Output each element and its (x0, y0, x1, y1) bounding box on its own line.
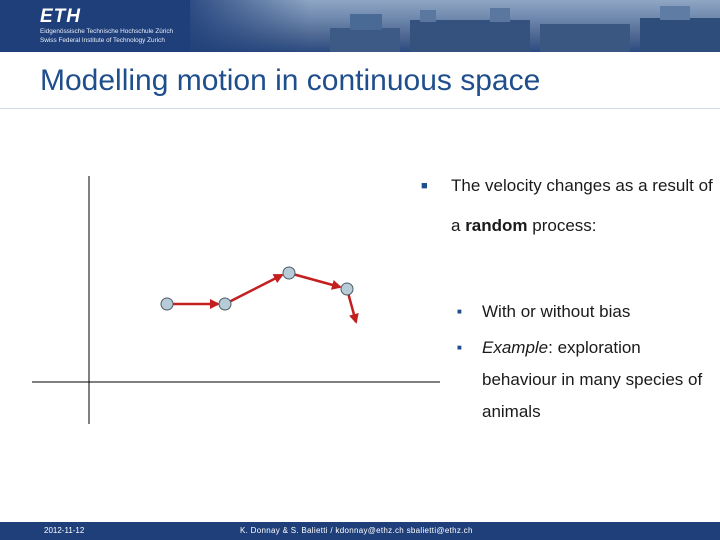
bullet-square-icon: ■ (457, 343, 462, 352)
slide-title: Modelling motion in continuous space (40, 64, 541, 97)
eth-logo: ETH (40, 6, 81, 27)
path-segment-3 (288, 271, 342, 290)
footer-date: 2012-11-12 (44, 526, 85, 535)
main-bullet-text: The velocity changes as a result of a ra… (451, 166, 720, 246)
position-node-4 (340, 282, 354, 296)
sub-bullet-text: With or without bias (482, 302, 631, 321)
bullet-text-end: process: (527, 216, 597, 235)
position-node-3 (282, 266, 296, 280)
sub-bullet-rest: : exploration behaviour in many species … (482, 338, 703, 421)
bullet-emphasis: random (465, 216, 528, 235)
position-node-1 (160, 297, 174, 311)
header-skyline (330, 6, 720, 52)
header-fade (170, 0, 310, 52)
footer-bar (0, 522, 720, 540)
bullet-text-start: The velocity changes as a result of a (451, 176, 713, 235)
footer-authors: K. Donnay & S. Balietti / kdonnay@ethz.c… (240, 526, 473, 535)
institution-name-de: Eidgenössische Technische Hochschule Zür… (40, 28, 174, 35)
path-segment-2 (224, 273, 284, 306)
sub-bullet-emphasis: Example (482, 338, 549, 357)
bullet-square-icon: ■ (457, 307, 462, 316)
title-divider (0, 108, 720, 109)
sub-bullet-text: Example: exploration behaviour in many s… (482, 332, 717, 428)
institution-name-en: Swiss Federal Institute of Technology Zu… (40, 37, 165, 44)
position-node-2 (218, 297, 232, 311)
bullet-square-icon: ■ (421, 180, 428, 192)
eth-header-banner: ETH Eidgenössische Technische Hochschule… (0, 0, 720, 52)
